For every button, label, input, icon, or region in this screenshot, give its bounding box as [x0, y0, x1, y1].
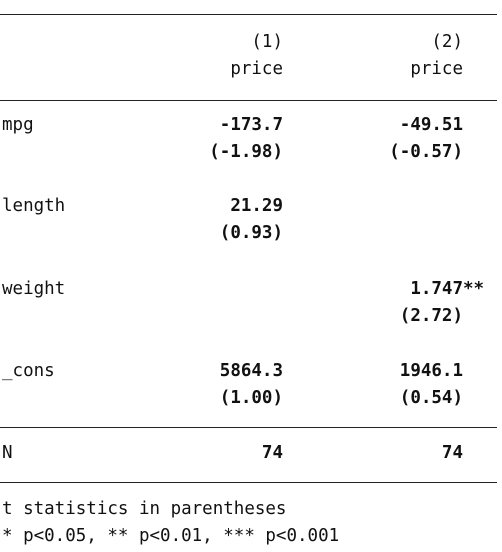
- coefficient: 1946.1: [399, 361, 463, 381]
- column-depvar: price: [410, 59, 463, 79]
- t-statistic: (0.93): [219, 223, 283, 243]
- t-statistic: (2.72): [399, 306, 463, 326]
- coefficient: -49.51: [399, 115, 463, 135]
- footnote: * p<0.05, ** p<0.01, *** p<0.001: [2, 526, 340, 546]
- stat-value: 74: [441, 443, 463, 463]
- significance-stars: **: [463, 279, 485, 299]
- t-statistic: (0.54): [399, 388, 463, 408]
- coefficient: 5864.3: [219, 361, 283, 381]
- t-statistic: (-1.98): [209, 142, 283, 162]
- coefficient: 21.29: [230, 196, 283, 216]
- t-statistic: (-0.57): [389, 142, 463, 162]
- coefficient: 1.747: [410, 279, 463, 299]
- row-label: length: [2, 196, 66, 216]
- column-number: (1): [251, 32, 283, 52]
- rule: [0, 100, 497, 101]
- rule: [0, 427, 497, 428]
- coefficient: -173.7: [219, 115, 283, 135]
- footnote: t statistics in parentheses: [2, 499, 287, 519]
- stat-label: N: [2, 443, 13, 463]
- stat-value: 74: [261, 443, 283, 463]
- t-statistic: (1.00): [219, 388, 283, 408]
- column-depvar: price: [230, 59, 283, 79]
- row-label: _cons: [2, 361, 55, 381]
- rule: [0, 482, 497, 483]
- row-label: weight: [2, 279, 66, 299]
- rule: [0, 14, 497, 15]
- row-label: mpg: [2, 115, 34, 135]
- column-number: (2): [431, 32, 463, 52]
